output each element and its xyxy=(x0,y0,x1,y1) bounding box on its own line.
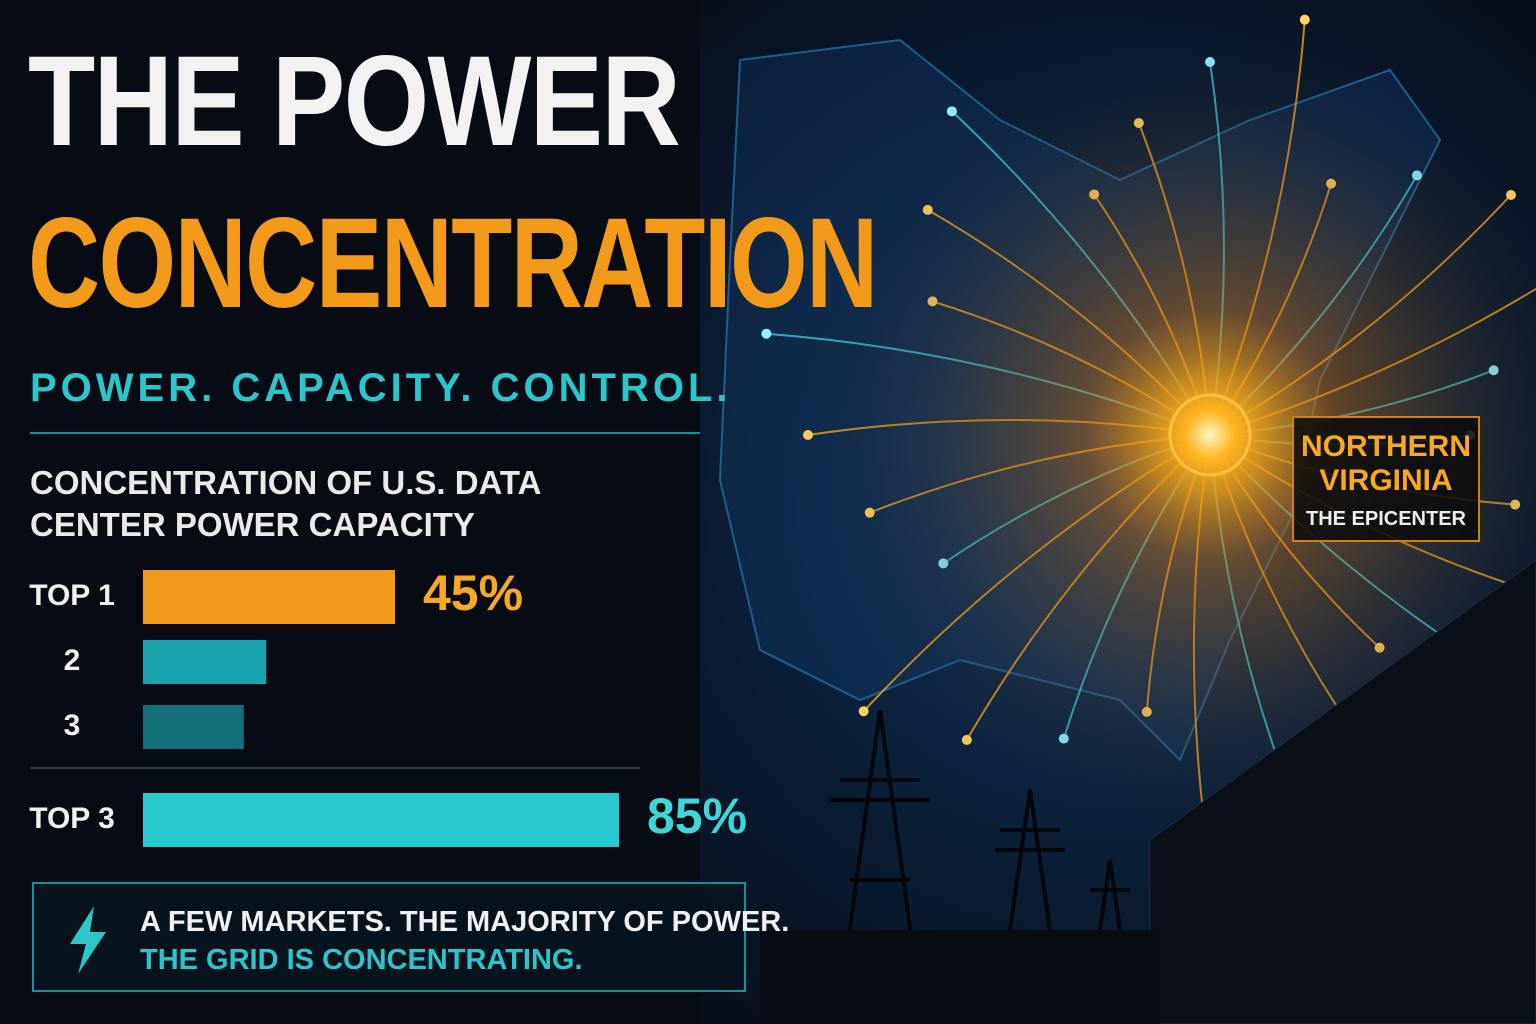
chart: TOP 1 45% 2 3 TOP 3 85% xyxy=(29,565,747,847)
chart-title: CONCENTRATION OF U.S. DATA CENTER POWER … xyxy=(30,464,541,543)
tagline: POWER. CAPACITY. CONTROL. xyxy=(30,366,732,410)
bar xyxy=(143,640,267,684)
bolt-icon xyxy=(70,906,106,974)
title: THE POWER xyxy=(28,30,681,173)
category-label: TOP 1 xyxy=(29,579,115,612)
category-label: 3 xyxy=(64,709,81,742)
category-label: TOP 3 xyxy=(29,802,115,835)
grid-node xyxy=(858,706,869,717)
map-label-text: VIRGINIA xyxy=(1319,464,1453,497)
epicenter-glow xyxy=(790,15,1536,855)
map-label-text: THE EPICENTER xyxy=(1305,508,1467,530)
value-label: 85% xyxy=(647,788,747,844)
bar xyxy=(143,570,395,624)
title: CONCENTRATION xyxy=(28,192,878,335)
bar xyxy=(143,705,244,749)
grid-node xyxy=(1299,14,1310,25)
map-label-text: NORTHERN xyxy=(1301,430,1471,463)
grid-node xyxy=(761,328,772,339)
epicenter-ring xyxy=(1168,393,1252,477)
bar xyxy=(143,793,619,847)
category-label: 2 xyxy=(64,644,81,677)
skyline xyxy=(760,930,1160,1024)
map-label: NORTHERN VIRGINIA THE EPICENTER xyxy=(1292,416,1480,542)
callout-text: A FEW MARKETS. THE MAJORITY OF POWER. xyxy=(140,906,790,938)
value-label: 45% xyxy=(423,565,523,621)
callout-text: THE GRID IS CONCENTRATING. xyxy=(140,944,583,976)
callout-box: A FEW MARKETS. THE MAJORITY OF POWER. TH… xyxy=(32,882,789,992)
